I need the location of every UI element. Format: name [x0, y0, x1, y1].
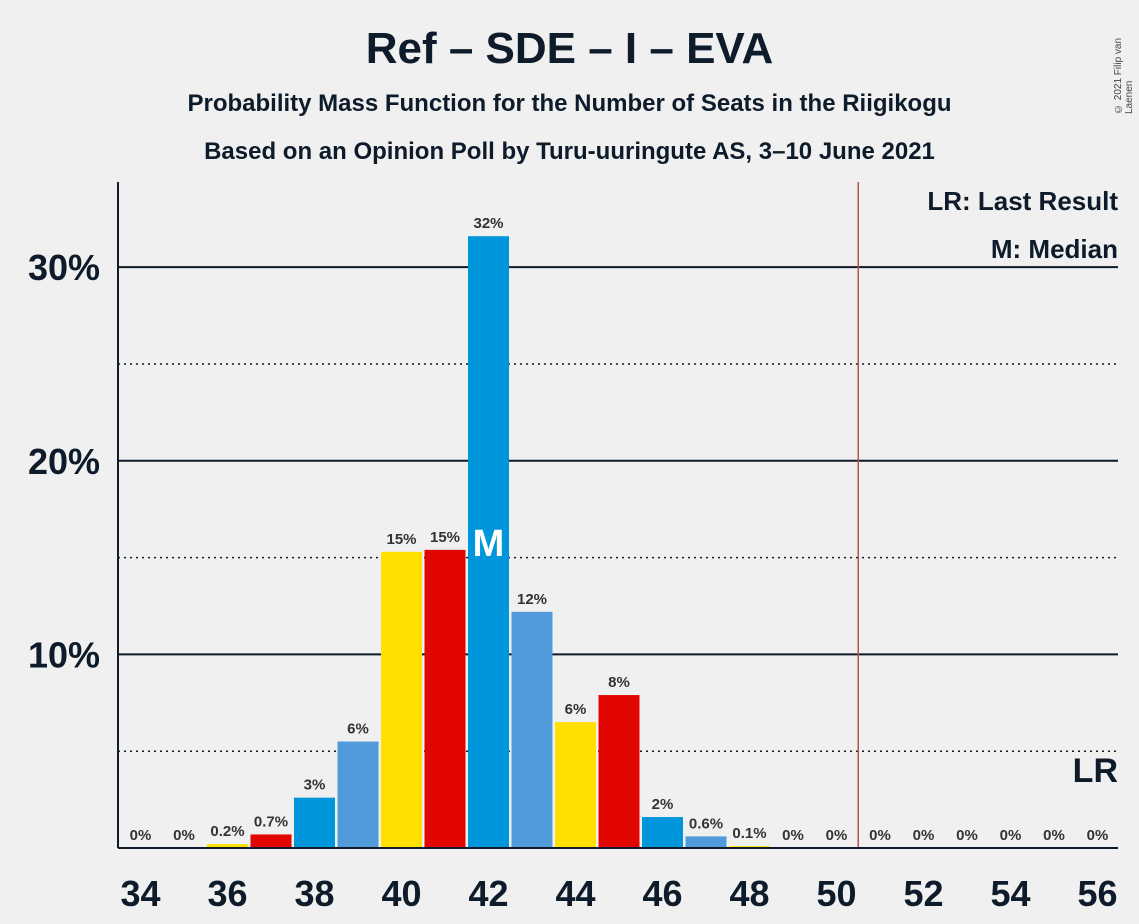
data-label: 15%	[430, 529, 460, 546]
bar	[381, 551, 422, 848]
bar	[685, 836, 727, 848]
axes: 10% 20% 30% 34 36 38 40 42 44 46 48 50 52 54 56	[28, 182, 1118, 914]
x-tick-label: 54	[990, 873, 1030, 914]
data-label: 0.1%	[732, 825, 766, 842]
y-tick-label: 30%	[28, 247, 100, 288]
chart-subtitle: Probability Mass Function for the Number…	[187, 90, 952, 117]
x-tick-label: 50	[816, 873, 856, 914]
chart-title: Ref – SDE – I – EVA	[365, 24, 774, 73]
data-label: 8%	[608, 674, 630, 691]
x-tick-label: 52	[903, 873, 943, 914]
data-label: 3%	[304, 777, 326, 794]
y-tick-label: 20%	[28, 441, 100, 482]
data-label: 0%	[913, 827, 935, 844]
x-tick-label: 56	[1077, 873, 1117, 914]
data-label: 6%	[565, 701, 587, 718]
x-tick-label: 40	[381, 873, 421, 914]
last-result-marker: LR	[1073, 752, 1118, 790]
chart-source-subtitle: Based on an Opinion Poll by Turu-uuringu…	[204, 138, 935, 165]
bar	[424, 549, 466, 848]
data-label: 0%	[1087, 827, 1109, 844]
data-label: 0%	[826, 827, 848, 844]
legend: LR: Last Result M: Median	[927, 186, 1118, 264]
x-tick-label: 46	[642, 873, 682, 914]
data-label: 0%	[173, 827, 195, 844]
data-labels: 0% 0% 0.2% 0.7% 3% 6% 15% 15% 32% 12% 6% 8% 2% 0.6% 0.…	[130, 215, 1118, 844]
bar	[642, 817, 683, 848]
data-label: 0%	[869, 827, 891, 844]
data-label: 32%	[473, 215, 503, 232]
median-marker: M	[473, 523, 505, 565]
bar	[511, 611, 553, 848]
data-label: 6%	[347, 721, 369, 738]
bar	[598, 695, 640, 848]
x-tick-label: 36	[207, 873, 247, 914]
bar	[337, 741, 379, 848]
bars	[207, 236, 770, 849]
bar	[207, 844, 248, 848]
x-tick-label: 42	[468, 873, 508, 914]
data-label: 0%	[130, 827, 152, 844]
legend-median: M: Median	[991, 234, 1118, 264]
x-tick-label: 44	[555, 873, 595, 914]
data-label: 0.2%	[210, 823, 244, 840]
y-tick-label: 10%	[28, 634, 100, 675]
data-label: 2%	[652, 796, 674, 813]
data-label: 15%	[386, 531, 416, 548]
bar	[555, 722, 596, 848]
x-tick-label: 34	[120, 873, 160, 914]
data-label: 0%	[782, 827, 804, 844]
data-label: 0.6%	[689, 815, 723, 832]
bar	[250, 834, 292, 848]
legend-last-result: LR: Last Result	[927, 186, 1118, 216]
data-label: 0%	[1000, 827, 1022, 844]
x-tick-label: 48	[729, 873, 769, 914]
data-label: 0%	[1043, 827, 1065, 844]
data-label: 0%	[956, 827, 978, 844]
data-label: 0.7%	[254, 813, 288, 830]
data-label: 12%	[517, 591, 547, 608]
bar	[294, 797, 335, 848]
bar	[468, 236, 509, 849]
x-tick-label: 38	[294, 873, 334, 914]
